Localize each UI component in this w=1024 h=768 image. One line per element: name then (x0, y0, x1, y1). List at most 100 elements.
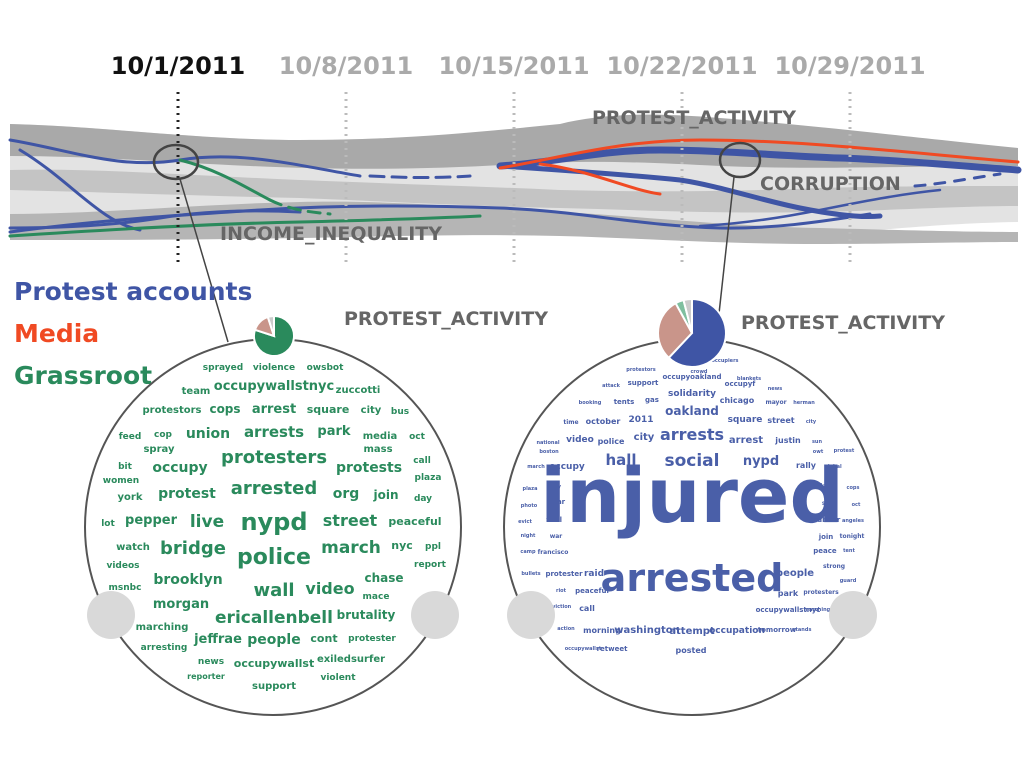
cloud-word[interactable]: union (186, 426, 230, 442)
cloud-word[interactable]: brutality (337, 608, 396, 622)
cloud-word[interactable]: owsbot (307, 363, 344, 373)
cloud-word[interactable]: park (317, 424, 350, 439)
cloud-word[interactable]: violent (320, 673, 356, 683)
cloud-word[interactable]: protester (545, 570, 583, 578)
cloud-word[interactable]: zuccotti (336, 385, 381, 396)
cloud-word[interactable]: video (566, 435, 594, 445)
cloud-word[interactable]: evict (518, 519, 532, 525)
cloud-word[interactable]: booking (579, 400, 602, 406)
cloud-word[interactable]: cont (310, 632, 337, 645)
cloud-word[interactable]: join (372, 488, 398, 502)
cloud-word[interactable]: tomorrow (758, 626, 797, 634)
cloud-word[interactable]: social (664, 451, 719, 471)
cloud-word[interactable]: war (550, 533, 563, 540)
cloud-word[interactable]: tent (843, 548, 855, 554)
thread-protest-dashed-right[interactable] (913, 172, 1002, 188)
cloud-word[interactable]: arresting (141, 643, 188, 653)
pie-slice-3[interactable] (682, 297, 693, 334)
cloud-word[interactable]: city (634, 432, 655, 443)
cloud-word[interactable]: video (305, 579, 354, 598)
cloud-word[interactable]: york (118, 492, 143, 503)
cloud-word[interactable]: city (361, 405, 382, 416)
cloud-word[interactable]: global (824, 464, 842, 470)
cloud-word[interactable]: francisco (538, 549, 569, 556)
thread-protest-cross[interactable] (698, 188, 942, 228)
cloud-word[interactable]: mace (363, 592, 390, 602)
cloud-word[interactable]: national (536, 440, 559, 446)
cloud-word[interactable]: street (767, 416, 794, 425)
cloud-word[interactable]: city (806, 419, 817, 425)
cloud-word[interactable]: people (776, 568, 814, 579)
cloud-word[interactable]: protest (834, 448, 855, 454)
cloud-word[interactable]: women (103, 476, 139, 486)
cloud-word[interactable]: eviction (549, 604, 572, 610)
cloud-word[interactable]: plaza (523, 486, 538, 492)
cloud-word[interactable]: peace (813, 547, 837, 555)
cloud-word[interactable]: crowd (690, 369, 707, 375)
cloud-word[interactable]: occupy (152, 460, 207, 476)
cloud-word[interactable]: blankets (737, 376, 761, 382)
cloud-word[interactable]: occupywallst (234, 657, 314, 670)
cloud-word[interactable]: chicago (720, 396, 755, 405)
cloud-word[interactable]: riot (556, 588, 567, 594)
cloud-word[interactable]: oct (852, 502, 861, 508)
cloud-word[interactable]: gas (645, 396, 659, 404)
cloud-word[interactable]: 2011 (628, 415, 653, 425)
cloud-word[interactable]: bridge (160, 538, 226, 559)
cloud-word[interactable]: peaceful (575, 587, 609, 595)
cloud-word[interactable]: occupation (709, 626, 765, 636)
cloud-word[interactable]: day (551, 484, 562, 490)
cloud-word[interactable]: protestors (626, 367, 656, 373)
cloud-word[interactable]: watch (116, 542, 150, 553)
cloud-word[interactable]: nypd (240, 508, 307, 536)
cloud-word[interactable]: oct (409, 432, 426, 442)
cloud-word[interactable]: retweet (597, 645, 629, 653)
cloud-word[interactable]: ppl (425, 542, 441, 552)
cloud-word[interactable]: police (237, 545, 311, 570)
date-label-2[interactable]: 10/8/2011 (279, 52, 413, 80)
cloud-word[interactable]: bullets (521, 571, 540, 577)
cloud-word[interactable]: join (818, 533, 834, 541)
topic-label-protest-activity[interactable]: PROTEST_ACTIVITY (592, 107, 796, 129)
cloud-word[interactable]: park (778, 589, 799, 598)
cloud-word[interactable]: occupiers (711, 358, 738, 364)
cloud-word[interactable]: chase (364, 571, 403, 585)
cloud-word[interactable]: ericallenbell (215, 608, 333, 628)
cloud-word[interactable]: stands (793, 627, 812, 633)
cloud-word[interactable]: rally (796, 461, 817, 470)
cloud-left-handle-right[interactable] (411, 591, 459, 639)
cloud-right-handle-left[interactable] (507, 591, 555, 639)
cloud-word[interactable]: posted (676, 646, 707, 655)
cloud-word[interactable]: arrest (252, 402, 296, 417)
thread-protest-main[interactable] (496, 146, 1022, 174)
cloud-word[interactable]: time (563, 419, 578, 426)
date-label-1[interactable]: 10/1/2011 (111, 52, 245, 80)
cloud-word[interactable]: tonight (840, 533, 865, 540)
cloud-word[interactable]: violence (253, 363, 295, 373)
cloud-word[interactable]: occupyf (725, 380, 757, 388)
cloud-word[interactable]: report (414, 560, 447, 570)
date-label-3[interactable]: 10/15/2011 (438, 52, 589, 80)
cloud-word[interactable]: protester (348, 634, 396, 644)
cloud-word[interactable]: owt (813, 449, 824, 455)
thread-grassroot-1[interactable] (178, 158, 272, 202)
thread-protest-3[interactable] (8, 209, 302, 230)
pie-slice-1[interactable] (657, 301, 694, 360)
cloud-word[interactable]: square (307, 403, 350, 416)
cloud-word[interactable]: protest (158, 486, 216, 502)
cloud-word[interactable]: oakland (665, 404, 719, 418)
cloud-word[interactable]: hall (605, 451, 636, 469)
cloud-word[interactable]: october (586, 417, 621, 426)
cloud-word[interactable]: action (557, 626, 575, 632)
cloud-word[interactable]: brooklyn (153, 572, 222, 588)
cloud-word[interactable]: mass (363, 444, 392, 455)
cloud-word[interactable]: arrest (729, 435, 763, 446)
cloud-word[interactable]: plaza (415, 473, 442, 483)
cloud-word[interactable]: night (521, 533, 536, 539)
cloud-word[interactable]: occupywallst (565, 646, 602, 652)
cloud-word[interactable]: attack (602, 383, 620, 389)
cloud-word[interactable]: arrests (244, 423, 304, 441)
cloud-word[interactable]: tents (614, 398, 635, 406)
cloud-word[interactable]: nyc (391, 539, 413, 552)
pie-slice-2[interactable] (266, 314, 275, 337)
